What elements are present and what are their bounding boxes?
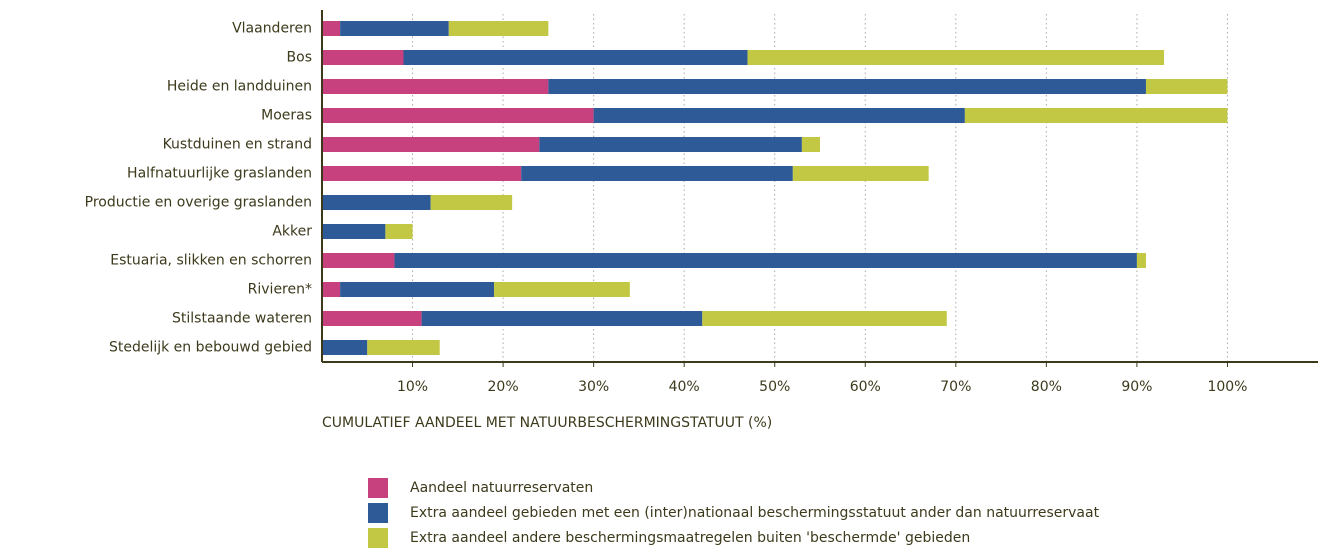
bar-segment: [521, 166, 793, 181]
y-tick-label: Moeras: [261, 108, 312, 124]
x-tick-label: 40%: [669, 379, 700, 395]
y-tick-label: Kustduinen en strand: [163, 137, 312, 153]
x-tick-label: 70%: [940, 379, 971, 395]
bar-segment: [494, 282, 630, 297]
y-tick-label: Stilstaande wateren: [172, 311, 312, 327]
bar-segment: [340, 21, 449, 36]
y-tick-label: Heide en landduinen: [167, 79, 312, 95]
bar-segment: [421, 311, 703, 326]
bar-segment: [747, 50, 1165, 65]
x-tick-label: 60%: [850, 379, 881, 395]
bar-segment: [340, 282, 495, 297]
bar-segment: [403, 50, 748, 65]
bar-segment: [702, 311, 947, 326]
legend-swatch: [368, 478, 388, 498]
x-tick-label: 10%: [397, 379, 428, 395]
bar-segment: [322, 282, 341, 297]
bar-segment: [322, 224, 386, 239]
y-tick-label: Rivieren*: [248, 282, 312, 298]
legend-label: Extra aandeel gebieden met een (inter)na…: [410, 505, 1100, 521]
legend-swatch: [368, 503, 388, 523]
bar-segment: [322, 195, 431, 210]
x-tick-label: 20%: [488, 379, 519, 395]
bar-segment: [322, 340, 368, 355]
bar-segment: [385, 224, 413, 239]
y-tick-label: Akker: [272, 224, 312, 240]
bar-segment: [322, 311, 422, 326]
y-tick-label: Productie en overige graslanden: [85, 195, 312, 211]
bar-segment: [430, 195, 513, 210]
bar-segment: [1136, 253, 1146, 268]
x-tick-label: 90%: [1121, 379, 1152, 395]
bar-segment: [322, 253, 395, 268]
legend-swatch: [368, 528, 388, 548]
x-axis-title: CUMULATIEF AANDEEL MET NATUURBESCHERMING…: [322, 415, 772, 431]
legend-label: Extra aandeel andere beschermingsmaatreg…: [410, 530, 970, 546]
bar-segment: [322, 21, 341, 36]
x-tick-label: 50%: [759, 379, 790, 395]
x-tick-label: 100%: [1207, 379, 1247, 395]
y-tick-label: Vlaanderen: [232, 21, 312, 37]
bar-segment: [448, 21, 549, 36]
y-tick-label: Stedelijk en bebouwd gebied: [109, 340, 312, 356]
bar-segment: [322, 50, 404, 65]
bar-segment: [322, 79, 549, 94]
bar-segment: [322, 137, 540, 152]
bar-segment: [593, 108, 965, 123]
bar-segment: [801, 137, 820, 152]
x-tick-label: 80%: [1031, 379, 1062, 395]
bar-segment: [539, 137, 802, 152]
x-tick-label: 30%: [578, 379, 609, 395]
bar-segment: [367, 340, 440, 355]
bar-segment: [394, 253, 1137, 268]
bar-segment: [548, 79, 1146, 94]
bar-segment: [964, 108, 1228, 123]
y-tick-label: Bos: [287, 50, 312, 66]
y-tick-label: Halfnatuurlijke graslanden: [127, 166, 312, 182]
bar-segment: [322, 166, 522, 181]
bar-segment: [792, 166, 929, 181]
bar-segment: [1145, 79, 1228, 94]
y-tick-label: Estuaria, slikken en schorren: [110, 253, 312, 269]
legend-label: Aandeel natuurreservaten: [410, 480, 593, 496]
bar-segment: [322, 108, 594, 123]
